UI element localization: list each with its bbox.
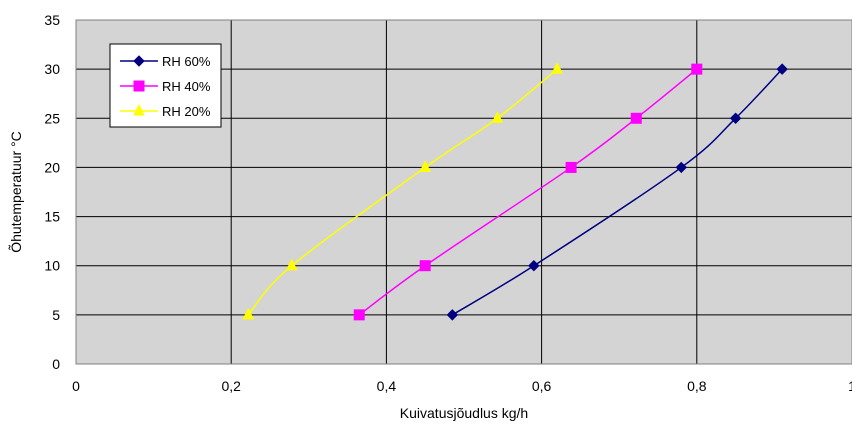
x-axis-title: Kuivatusjõudlus kg/h: [400, 405, 528, 421]
series-layer: [242, 62, 788, 321]
y-tick-labels: 0 5 10 15 20 25 30 35: [44, 12, 60, 372]
data-point: [691, 63, 703, 75]
gridlines: [75, 19, 852, 365]
x-tick-label: 0,2: [221, 378, 241, 394]
data-point: [285, 258, 298, 271]
data-point: [776, 63, 788, 75]
legend[interactable]: RH 60% RH 40% RH 20%: [109, 43, 222, 128]
y-tick-label: 15: [44, 209, 60, 225]
series-1: [353, 63, 703, 321]
data-point: [419, 160, 432, 172]
legend-item[interactable]: RH 20%: [120, 103, 211, 119]
y-tick-label: 35: [44, 12, 60, 28]
legend-item[interactable]: RH 40%: [120, 79, 211, 94]
data-point: [528, 260, 540, 272]
data-point: [551, 62, 563, 74]
legend-label: RH 60%: [162, 54, 211, 69]
y-tick-label: 30: [44, 61, 60, 77]
plot-frame: [75, 19, 852, 365]
series-line: [358, 68, 698, 316]
legend-marker: [133, 55, 145, 67]
series-2: [242, 62, 563, 320]
x-tick-label: 0,6: [532, 378, 552, 394]
data-point: [565, 161, 577, 173]
legend-item[interactable]: RH 60%: [120, 54, 211, 69]
y-axis-title: Õhutemperatuur °C: [8, 131, 24, 253]
legend-marker: [133, 103, 145, 116]
data-point: [353, 309, 365, 321]
legend-marker: [133, 80, 145, 92]
y-tick-label: 25: [44, 110, 60, 126]
data-point: [675, 161, 687, 174]
y-tick-label: 10: [44, 258, 60, 274]
series-0: [446, 63, 788, 321]
x-tick-label: 0,8: [687, 378, 707, 394]
y-tick-label: 0: [52, 356, 60, 372]
legend-label: RH 40%: [162, 79, 211, 94]
series-line: [451, 68, 783, 316]
x-tick-label: 0: [72, 378, 80, 394]
y-tick-label: 20: [44, 159, 60, 175]
legend-label: RH 20%: [162, 104, 211, 119]
data-point: [729, 112, 742, 124]
y-tick-label: 5: [52, 307, 60, 323]
x-tick-labels: 0 0,2 0,4 0,6 0,8 1: [72, 378, 852, 394]
data-point: [446, 309, 459, 321]
data-point: [242, 307, 255, 320]
data-point: [491, 111, 504, 123]
x-tick-label: 1: [848, 378, 852, 394]
x-tick-label: 0,4: [377, 378, 397, 394]
data-point: [630, 112, 642, 124]
data-point: [419, 260, 431, 272]
